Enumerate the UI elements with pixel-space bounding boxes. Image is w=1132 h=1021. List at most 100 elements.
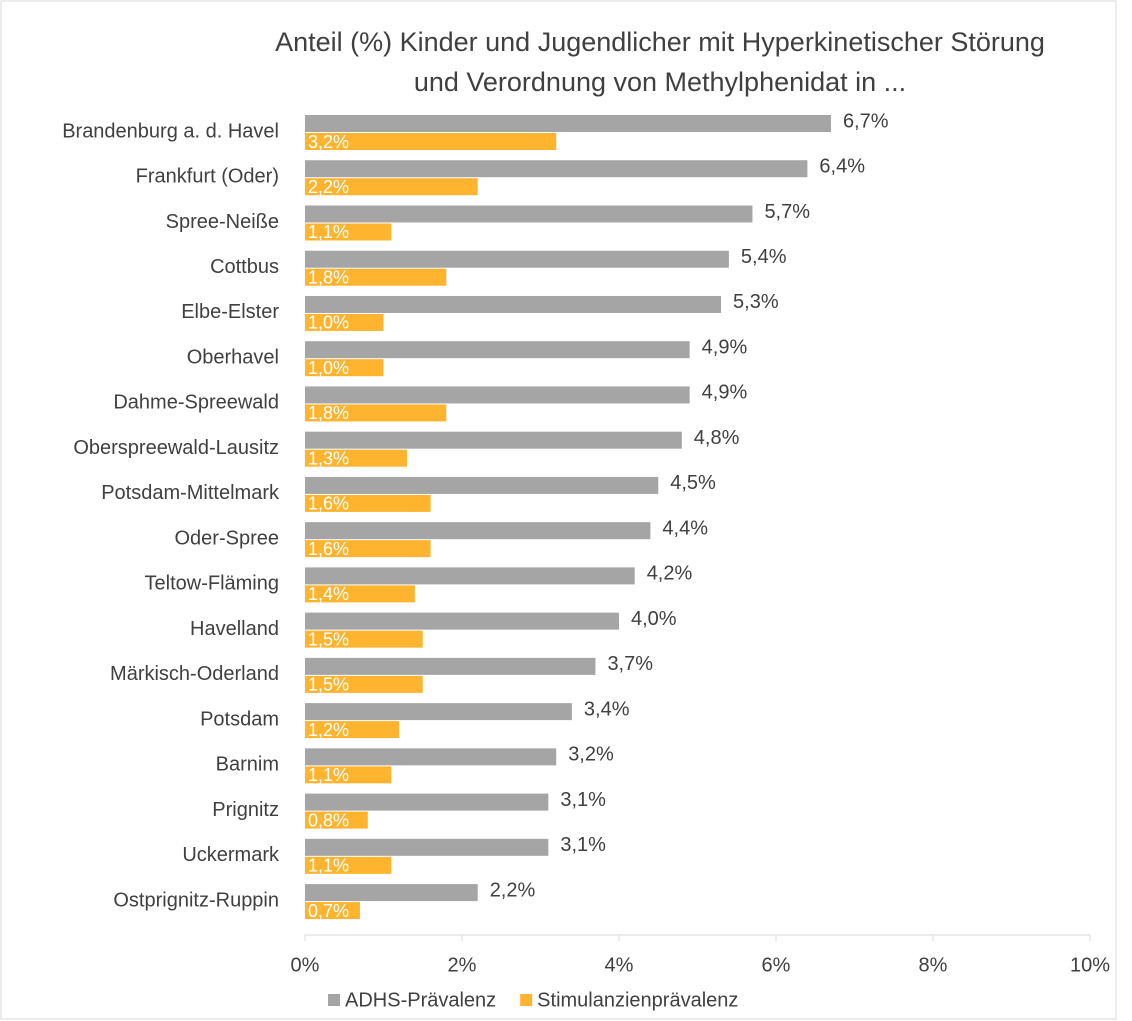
value-label: 3,2%	[568, 744, 614, 766]
y-tick-label: Teltow-Fläming	[145, 573, 279, 595]
y-tick-label: Ostprignitz-Ruppin	[113, 889, 279, 911]
y-tick-label: Oberspreewald-Lausitz	[73, 437, 279, 459]
bar	[305, 612, 619, 630]
value-label: 1,1%	[308, 222, 349, 242]
y-tick-label: Spree-Neiße	[166, 211, 279, 233]
y-tick-label: Barnim	[216, 754, 279, 776]
bar	[305, 856, 392, 874]
value-label: 1,5%	[308, 675, 349, 695]
bar	[305, 793, 549, 811]
value-label: 1,1%	[308, 765, 349, 785]
value-label: 6,7%	[843, 110, 889, 132]
bar	[305, 268, 447, 286]
x-tick-label: 4%	[605, 954, 634, 976]
y-tick-label: Oder-Spree	[175, 527, 280, 549]
x-tick-label: 0%	[291, 954, 320, 976]
bar	[305, 585, 415, 603]
value-label: 6,4%	[819, 156, 865, 178]
bar	[305, 223, 392, 241]
value-label: 5,4%	[741, 246, 787, 268]
value-label: 1,0%	[308, 358, 349, 378]
chart-title: Anteil (%) Kinder und Jugendlicher mit H…	[275, 27, 1045, 57]
y-tick-label: Oberhavel	[187, 346, 279, 368]
value-label: 1,6%	[308, 539, 349, 559]
value-label: 4,0%	[631, 608, 677, 630]
bar	[305, 748, 557, 766]
bar	[305, 494, 431, 512]
x-tick-label: 6%	[762, 954, 791, 976]
value-label: 0,7%	[308, 901, 349, 921]
y-tick-label: Prignitz	[212, 799, 279, 821]
bar	[305, 721, 400, 739]
value-label: 5,7%	[764, 201, 810, 223]
y-tick-label: Cottbus	[210, 256, 279, 278]
bar	[305, 133, 557, 150]
value-label: 3,4%	[584, 698, 630, 720]
y-tick-label: Dahme-Spreewald	[113, 392, 279, 414]
bar	[305, 386, 690, 404]
value-label: 4,2%	[647, 563, 693, 585]
value-label: 1,4%	[308, 584, 349, 604]
value-label: 1,5%	[308, 629, 349, 649]
legend-label: ADHS-Prävalenz	[345, 989, 496, 1011]
bar	[305, 449, 408, 467]
bar	[305, 902, 360, 920]
x-tick-label: 8%	[919, 954, 948, 976]
y-tick-label: Frankfurt (Oder)	[136, 166, 279, 188]
value-label: 2,2%	[490, 879, 536, 901]
bar	[305, 522, 651, 540]
value-label: 1,2%	[308, 720, 349, 740]
bar	[305, 313, 384, 331]
bar	[305, 884, 478, 902]
bar	[305, 540, 431, 558]
bar	[305, 341, 690, 359]
bar	[305, 675, 423, 693]
value-label: 1,0%	[308, 313, 349, 333]
value-label: 1,1%	[308, 856, 349, 876]
value-label: 3,1%	[560, 789, 606, 811]
y-tick-label: Brandenburg a. d. Havel	[62, 120, 279, 142]
bar	[305, 205, 753, 223]
value-label: 1,6%	[308, 494, 349, 514]
value-label: 4,8%	[694, 427, 740, 449]
value-label: 4,4%	[662, 517, 708, 539]
legend-swatch	[328, 994, 340, 1006]
bar	[305, 567, 635, 585]
value-label: 1,8%	[308, 403, 349, 423]
value-label: 4,9%	[702, 336, 748, 358]
bar	[305, 404, 447, 422]
y-tick-label: Uckermark	[182, 844, 280, 866]
value-label: 3,2%	[308, 132, 349, 152]
value-label: 1,3%	[308, 448, 349, 468]
bar	[305, 476, 659, 494]
bar	[305, 115, 831, 132]
value-label: 4,9%	[702, 382, 748, 404]
bar	[305, 178, 478, 196]
y-tick-label: Märkisch-Oderland	[110, 663, 279, 685]
value-label: 0,8%	[308, 810, 349, 830]
value-label: 2,2%	[308, 177, 349, 197]
y-tick-label: Potsdam	[200, 708, 279, 730]
bar	[305, 630, 423, 648]
y-tick-label: Havelland	[190, 618, 279, 640]
bar	[305, 811, 368, 829]
bar	[305, 359, 384, 377]
value-label: 5,3%	[733, 291, 779, 313]
bar	[305, 703, 572, 721]
x-tick-label: 2%	[448, 954, 477, 976]
value-label: 4,5%	[670, 472, 716, 494]
bar	[305, 838, 549, 856]
bar	[305, 250, 729, 268]
bar	[305, 295, 722, 313]
bar	[305, 657, 596, 675]
bar	[305, 160, 808, 178]
chart-title: und Verordnung von Methylphenidat in ...	[414, 67, 906, 97]
y-tick-label: Elbe-Elster	[181, 301, 279, 323]
bar	[305, 431, 682, 449]
x-tick-label: 10%	[1070, 954, 1110, 976]
legend-label: Stimulanzienprävalenz	[537, 989, 738, 1011]
legend-swatch	[520, 994, 533, 1006]
bar	[305, 766, 392, 784]
